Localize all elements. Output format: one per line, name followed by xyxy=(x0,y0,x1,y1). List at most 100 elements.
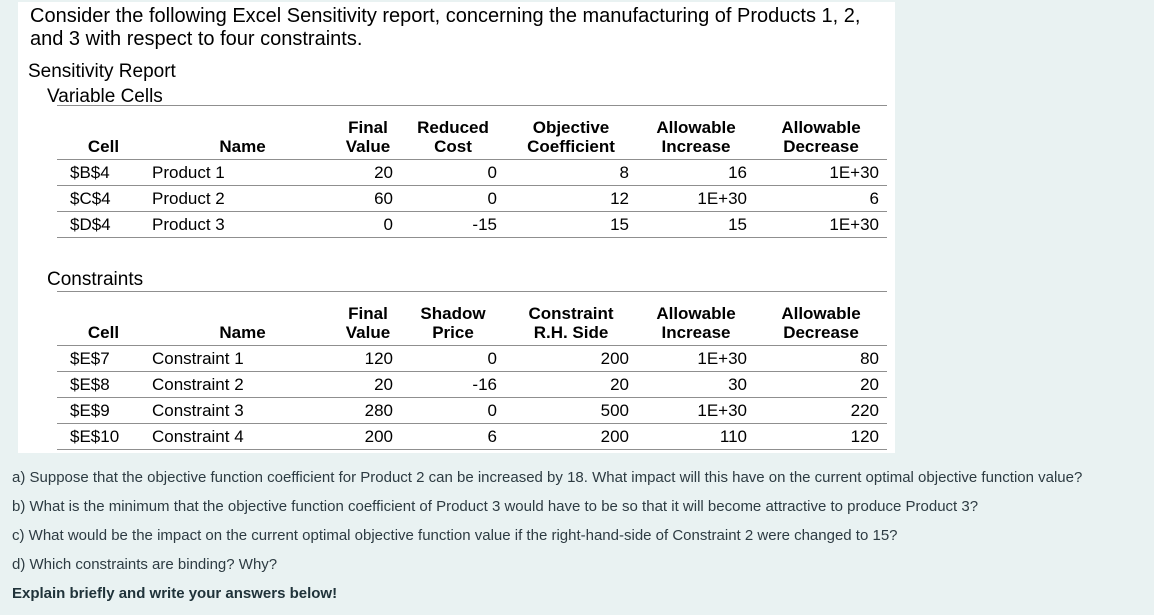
header-line-top: Reduced xyxy=(417,118,489,137)
variable-cells-label: Variable Cells xyxy=(47,86,163,107)
row-name: Constraint 4 xyxy=(150,423,335,450)
allowable-decrease: 1E+30 xyxy=(755,211,887,238)
table-row: $C$4 Product 2 60 0 12 1E+30 6 xyxy=(57,185,887,212)
table-header-allowable-increase: Allowable Increase xyxy=(637,105,755,160)
final-value: 60 xyxy=(335,185,401,212)
allowable-increase: 110 xyxy=(637,423,755,450)
table-row: $E$10 Constraint 4 200 6 200 110 120 xyxy=(57,423,887,450)
header-line-top xyxy=(57,304,150,323)
final-value: 200 xyxy=(335,423,401,450)
row-name: Product 2 xyxy=(150,185,335,212)
header-line-top: Constraint xyxy=(528,304,614,323)
questions-section: a) Suppose that the objective function c… xyxy=(12,469,1148,614)
cell-ref: $E$9 xyxy=(57,397,150,424)
report-panel: Consider the following Excel Sensitivity… xyxy=(18,2,895,453)
question-a: a) Suppose that the objective function c… xyxy=(12,469,1083,486)
objective-coefficient: 8 xyxy=(505,159,637,186)
cell-ref: $E$7 xyxy=(57,345,150,372)
shadow-price: 0 xyxy=(401,345,505,372)
constraint-rhs: 500 xyxy=(505,397,637,424)
question-d: d) Which constraints are binding? Why? xyxy=(12,556,278,573)
table-header-final-value: Final Value xyxy=(335,105,401,160)
cell-ref: $B$4 xyxy=(57,159,150,186)
reduced-cost: -15 xyxy=(401,211,505,238)
table-header-name: Name xyxy=(150,291,335,346)
reduced-cost: 0 xyxy=(401,185,505,212)
table-header-allowable-increase: Allowable Increase xyxy=(637,291,755,346)
header-line-top xyxy=(150,304,335,323)
header-line-top: Final xyxy=(348,118,388,137)
objective-coefficient: 12 xyxy=(505,185,637,212)
table-header-reduced-cost: Reduced Cost xyxy=(401,105,505,160)
cell-ref: $E$8 xyxy=(57,371,150,398)
shadow-price: 0 xyxy=(401,397,505,424)
constraints-table: Cell Name Final Value Shadow Price Constra… xyxy=(57,291,887,450)
table-header-cell: Cell xyxy=(57,105,150,160)
header-line-top xyxy=(150,118,335,137)
allowable-decrease: 220 xyxy=(755,397,887,424)
final-value: 20 xyxy=(335,159,401,186)
constraint-rhs: 200 xyxy=(505,423,637,450)
header-line-bottom: Decrease xyxy=(783,323,859,342)
table-row: $E$9 Constraint 3 280 0 500 1E+30 220 xyxy=(57,397,887,424)
final-value: 0 xyxy=(335,211,401,238)
table-header-constraint-rhs: Constraint R.H. Side xyxy=(505,291,637,346)
header-line-bottom: Price xyxy=(432,323,474,342)
cell-ref: $D$4 xyxy=(57,211,150,238)
final-value: 120 xyxy=(335,345,401,372)
header-line-bottom: R.H. Side xyxy=(533,323,609,342)
header-line-bottom: Coefficient xyxy=(527,137,615,156)
question-b: b) What is the minimum that the objectiv… xyxy=(12,498,979,515)
allowable-increase: 1E+30 xyxy=(637,185,755,212)
table-header-objective-coefficient: Objective Coefficient xyxy=(505,105,637,160)
question-c: c) What would be the impact on the curre… xyxy=(12,527,898,544)
header-line-top: Final xyxy=(348,304,388,323)
allowable-increase: 16 xyxy=(637,159,755,186)
constraint-rhs: 200 xyxy=(505,345,637,372)
table-row: $E$8 Constraint 2 20 -16 20 30 20 xyxy=(57,371,887,398)
allowable-decrease: 20 xyxy=(755,371,887,398)
row-name: Constraint 3 xyxy=(150,397,335,424)
variable-cells-header-row: Cell Name Final Value Reduced Cost Objecti… xyxy=(57,105,887,160)
header-line-bottom: Increase xyxy=(661,323,731,342)
allowable-decrease: 120 xyxy=(755,423,887,450)
allowable-decrease: 80 xyxy=(755,345,887,372)
shadow-price: 6 xyxy=(401,423,505,450)
allowable-decrease: 6 xyxy=(755,185,887,212)
allowable-increase: 1E+30 xyxy=(637,397,755,424)
instructions-note: Explain briefly and write your answers b… xyxy=(12,585,338,602)
table-header-allowable-decrease: Allowable Decrease xyxy=(755,105,887,160)
header-line-top: Allowable xyxy=(656,304,736,323)
table-header-name: Name xyxy=(150,105,335,160)
header-line-top: Allowable xyxy=(781,118,861,137)
table-row: $D$4 Product 3 0 -15 15 15 1E+30 xyxy=(57,211,887,238)
header-line-bottom: Name xyxy=(219,137,266,156)
header-line-top: Objective xyxy=(532,118,610,137)
header-line-top: Shadow xyxy=(420,304,486,323)
report-title: Sensitivity Report xyxy=(28,61,176,82)
allowable-increase: 30 xyxy=(637,371,755,398)
row-name: Product 3 xyxy=(150,211,335,238)
table-header-cell: Cell xyxy=(57,291,150,346)
row-name: Constraint 1 xyxy=(150,345,335,372)
constraints-label: Constraints xyxy=(47,269,144,290)
table-header-allowable-decrease: Allowable Decrease xyxy=(755,291,887,346)
table-row: $E$7 Constraint 1 120 0 200 1E+30 80 xyxy=(57,345,887,372)
header-line-top xyxy=(57,118,150,137)
header-line-bottom: Cell xyxy=(87,137,120,156)
objective-coefficient: 15 xyxy=(505,211,637,238)
allowable-increase: 1E+30 xyxy=(637,345,755,372)
intro-text: Consider the following Excel Sensitivity… xyxy=(30,5,861,50)
header-line-bottom: Value xyxy=(345,323,391,342)
final-value: 280 xyxy=(335,397,401,424)
shadow-price: -16 xyxy=(401,371,505,398)
table-header-final-value: Final Value xyxy=(335,291,401,346)
header-line-bottom: Increase xyxy=(661,137,731,156)
header-line-bottom: Value xyxy=(345,137,391,156)
header-line-bottom: Decrease xyxy=(783,137,859,156)
header-line-bottom: Cost xyxy=(434,137,472,156)
variable-cells-table: Cell Name Final Value Reduced Cost Objecti… xyxy=(57,105,887,238)
row-name: Constraint 2 xyxy=(150,371,335,398)
reduced-cost: 0 xyxy=(401,159,505,186)
allowable-decrease: 1E+30 xyxy=(755,159,887,186)
